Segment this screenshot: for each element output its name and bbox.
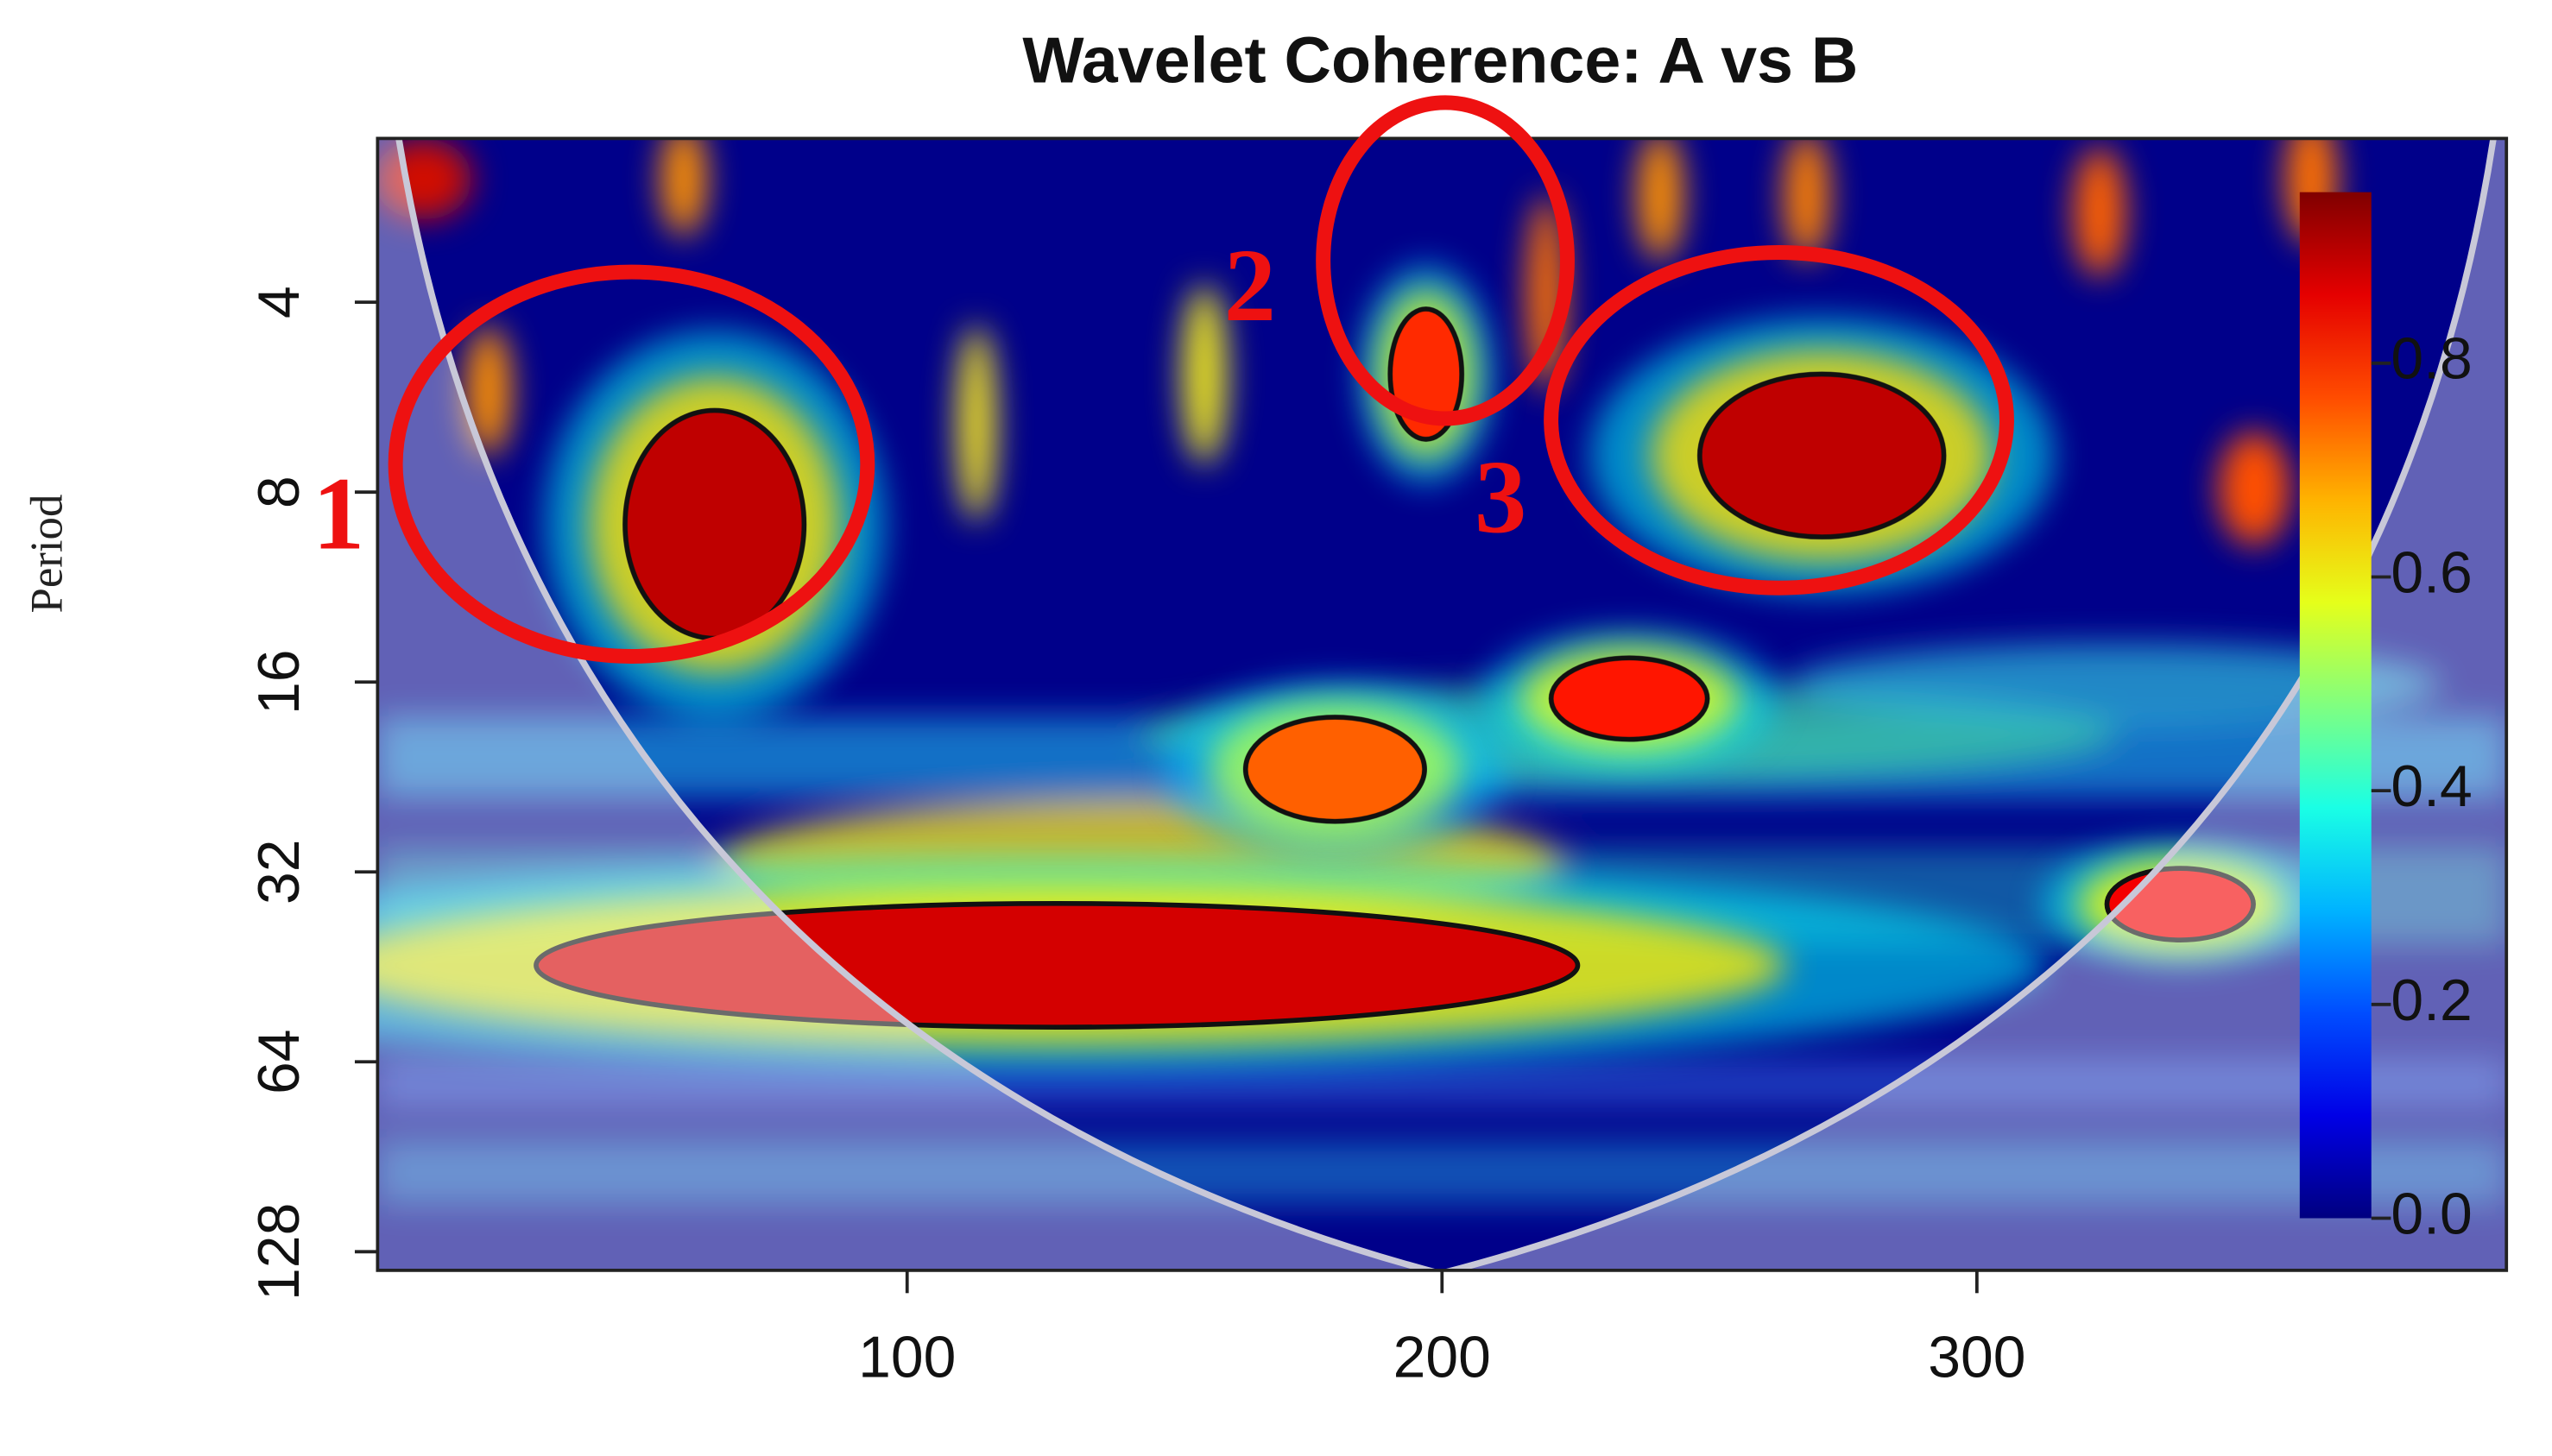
annotation-label: 3 <box>1475 439 1526 555</box>
region <box>1548 655 1710 742</box>
annotation-circle <box>1544 244 2014 596</box>
region <box>1696 371 1947 539</box>
annotation-label: 2 <box>1224 228 1276 344</box>
plot-area <box>377 138 2507 1270</box>
region <box>622 407 807 641</box>
colorbar-tick-label: 0.8 <box>2391 327 2472 392</box>
chart-title: Wavelet Coherence: A vs B <box>1022 23 1858 96</box>
regions <box>377 263 2320 1071</box>
x-tick-label: 200 <box>1393 1325 1491 1390</box>
cone-of-influence-shade <box>377 138 2507 1270</box>
y-tick-label: 8 <box>247 476 312 508</box>
x-tick-label: 300 <box>1928 1325 2025 1390</box>
colorbar-tick-label: 0.6 <box>2391 540 2472 605</box>
annotation-label: 1 <box>313 456 364 571</box>
colorbar <box>2299 192 2372 1219</box>
y-tick-label: 32 <box>247 839 312 904</box>
colorbar-tick-label: 0.2 <box>2391 968 2472 1033</box>
annotation-circle <box>388 264 875 664</box>
y-axis-label: Period <box>22 495 73 614</box>
colorbar-tick-label: 0.0 <box>2391 1182 2472 1246</box>
annotation-circle <box>1316 95 1575 426</box>
y-tick-label: 64 <box>247 1030 312 1095</box>
y-tick-label: 128 <box>247 1203 312 1301</box>
region <box>534 900 1581 1031</box>
annotations <box>388 95 2014 664</box>
x-tick-label: 100 <box>858 1325 956 1390</box>
colorbar-tick-label: 0.4 <box>2391 754 2472 819</box>
region <box>1242 715 1427 824</box>
y-tick-label: 16 <box>247 649 312 715</box>
y-tick-label: 4 <box>247 286 312 318</box>
